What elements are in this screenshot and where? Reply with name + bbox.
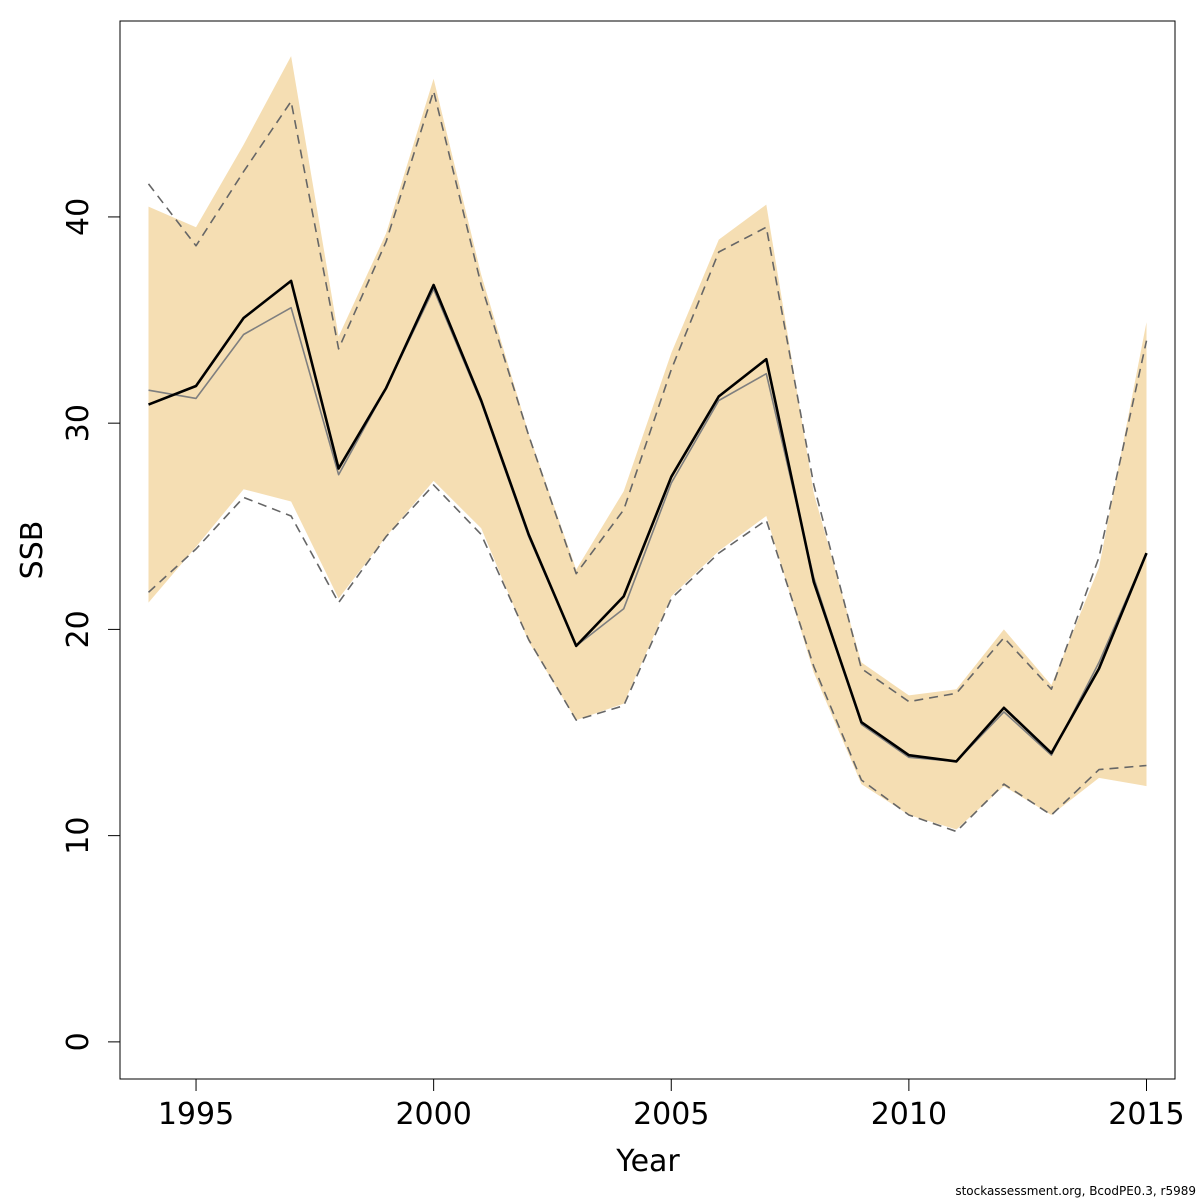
x-tick-label: 2015	[1108, 1097, 1184, 1132]
y-axis: 0 10 20 30 40	[61, 198, 121, 1051]
y-tick-label: 30	[61, 404, 96, 442]
x-axis-title: Year	[615, 1144, 680, 1179]
y-tick-label: 0	[61, 1032, 96, 1051]
y-tick-label: 40	[61, 198, 96, 236]
y-tick-label: 20	[61, 610, 96, 648]
x-tick-label: 2005	[633, 1097, 709, 1132]
confidence-band-layer	[148, 56, 1147, 830]
x-tick-label: 2000	[395, 1097, 471, 1132]
upper-bound-dashed-line	[147, 90, 1148, 703]
confidence-band	[148, 56, 1147, 830]
x-tick-label: 2010	[871, 1097, 947, 1132]
series-layer	[147, 90, 1148, 833]
y-axis-title: SSB	[15, 521, 50, 580]
ssb-estimate-line	[148, 279, 1148, 763]
ssb-alternative-line	[148, 288, 1148, 763]
footer-credit: stockassessment.org, BcodPE0.3, r5989	[955, 1184, 1196, 1198]
y-tick-label: 10	[61, 817, 96, 855]
x-tick-label: 1995	[158, 1097, 234, 1132]
x-axis: 1995 2000 2005 2010 2015	[158, 1078, 1185, 1132]
